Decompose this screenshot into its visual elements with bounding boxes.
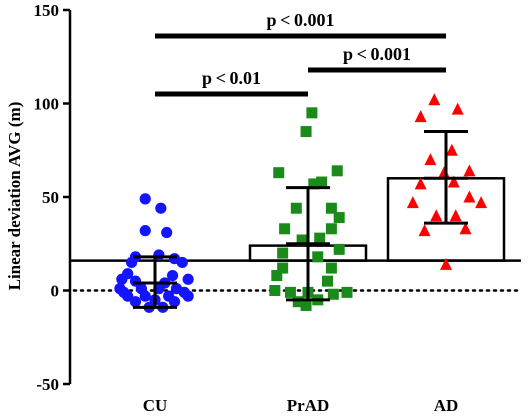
point-cu bbox=[182, 273, 194, 285]
point-cu bbox=[116, 273, 128, 285]
point-prad bbox=[341, 286, 353, 298]
point-prad bbox=[325, 223, 337, 235]
point-ad bbox=[414, 110, 427, 123]
point-prad bbox=[277, 262, 289, 274]
x-tick-label: AD bbox=[434, 396, 459, 415]
point-prad bbox=[316, 176, 328, 188]
axes-layer: -50 0 50 100 150 CU PrAD AD bbox=[34, 1, 523, 415]
point-cu bbox=[139, 290, 151, 302]
point-ad bbox=[447, 175, 460, 188]
point-prad bbox=[322, 275, 333, 287]
point-prad bbox=[273, 167, 285, 179]
point-cu bbox=[182, 290, 194, 302]
point-cu bbox=[155, 202, 167, 214]
point-cu bbox=[139, 193, 151, 205]
significance-layer: p < 0.001 p < 0.01 p < 0.001 bbox=[155, 10, 446, 97]
point-ad bbox=[475, 196, 488, 209]
points-layer bbox=[114, 93, 488, 313]
point-prad bbox=[308, 178, 320, 190]
point-prad bbox=[300, 126, 312, 138]
point-ad bbox=[451, 102, 464, 115]
point-prad bbox=[300, 299, 312, 311]
y-tick-label: 0 bbox=[51, 282, 60, 301]
point-prad bbox=[333, 212, 345, 224]
y-tick-label: 100 bbox=[34, 95, 60, 114]
significance-label: p < 0.001 bbox=[343, 44, 411, 64]
point-ad bbox=[406, 196, 419, 209]
point-prad bbox=[325, 262, 337, 274]
point-prad bbox=[312, 251, 324, 263]
point-prad bbox=[331, 165, 343, 177]
point-ad bbox=[459, 222, 472, 235]
point-ad bbox=[438, 166, 451, 179]
point-ad bbox=[445, 143, 458, 156]
point-cu bbox=[176, 256, 188, 269]
x-tick-label: CU bbox=[143, 396, 168, 415]
point-prad bbox=[269, 285, 281, 296]
point-cu bbox=[122, 290, 134, 302]
significance-label: p < 0.001 bbox=[267, 10, 335, 30]
point-prad bbox=[279, 223, 291, 235]
point-prad bbox=[271, 270, 283, 282]
point-prad bbox=[333, 243, 345, 255]
point-ad bbox=[418, 224, 431, 237]
y-tick-label: 50 bbox=[42, 188, 59, 207]
point-ad bbox=[449, 209, 462, 222]
point-prad bbox=[306, 107, 318, 119]
point-prad bbox=[290, 202, 302, 214]
point-cu bbox=[168, 296, 181, 308]
errorbars-layer bbox=[133, 130, 468, 309]
point-cu bbox=[139, 225, 151, 237]
point-prad bbox=[325, 202, 337, 214]
point-cu bbox=[126, 256, 138, 269]
point-ad bbox=[463, 164, 476, 177]
point-cu bbox=[166, 269, 179, 282]
point-ad bbox=[424, 153, 437, 166]
point-prad bbox=[296, 234, 308, 246]
point-ad bbox=[428, 93, 441, 106]
point-prad bbox=[277, 247, 289, 259]
point-cu bbox=[161, 226, 173, 239]
point-prad bbox=[292, 296, 304, 308]
point-ad bbox=[430, 209, 443, 222]
point-prad bbox=[314, 232, 326, 244]
point-cu bbox=[129, 296, 142, 308]
y-tick-label: 150 bbox=[34, 1, 60, 20]
point-ad bbox=[440, 257, 452, 270]
point-ad bbox=[414, 177, 427, 190]
point-ad bbox=[463, 190, 476, 203]
x-tick-label: PrAD bbox=[287, 396, 329, 415]
point-prad bbox=[327, 288, 339, 300]
significance-label: p < 0.01 bbox=[202, 68, 261, 88]
y-axis-title: Linear deviation AVG (m) bbox=[5, 102, 24, 291]
point-prad bbox=[284, 286, 296, 298]
y-tick-label: -50 bbox=[36, 375, 59, 394]
